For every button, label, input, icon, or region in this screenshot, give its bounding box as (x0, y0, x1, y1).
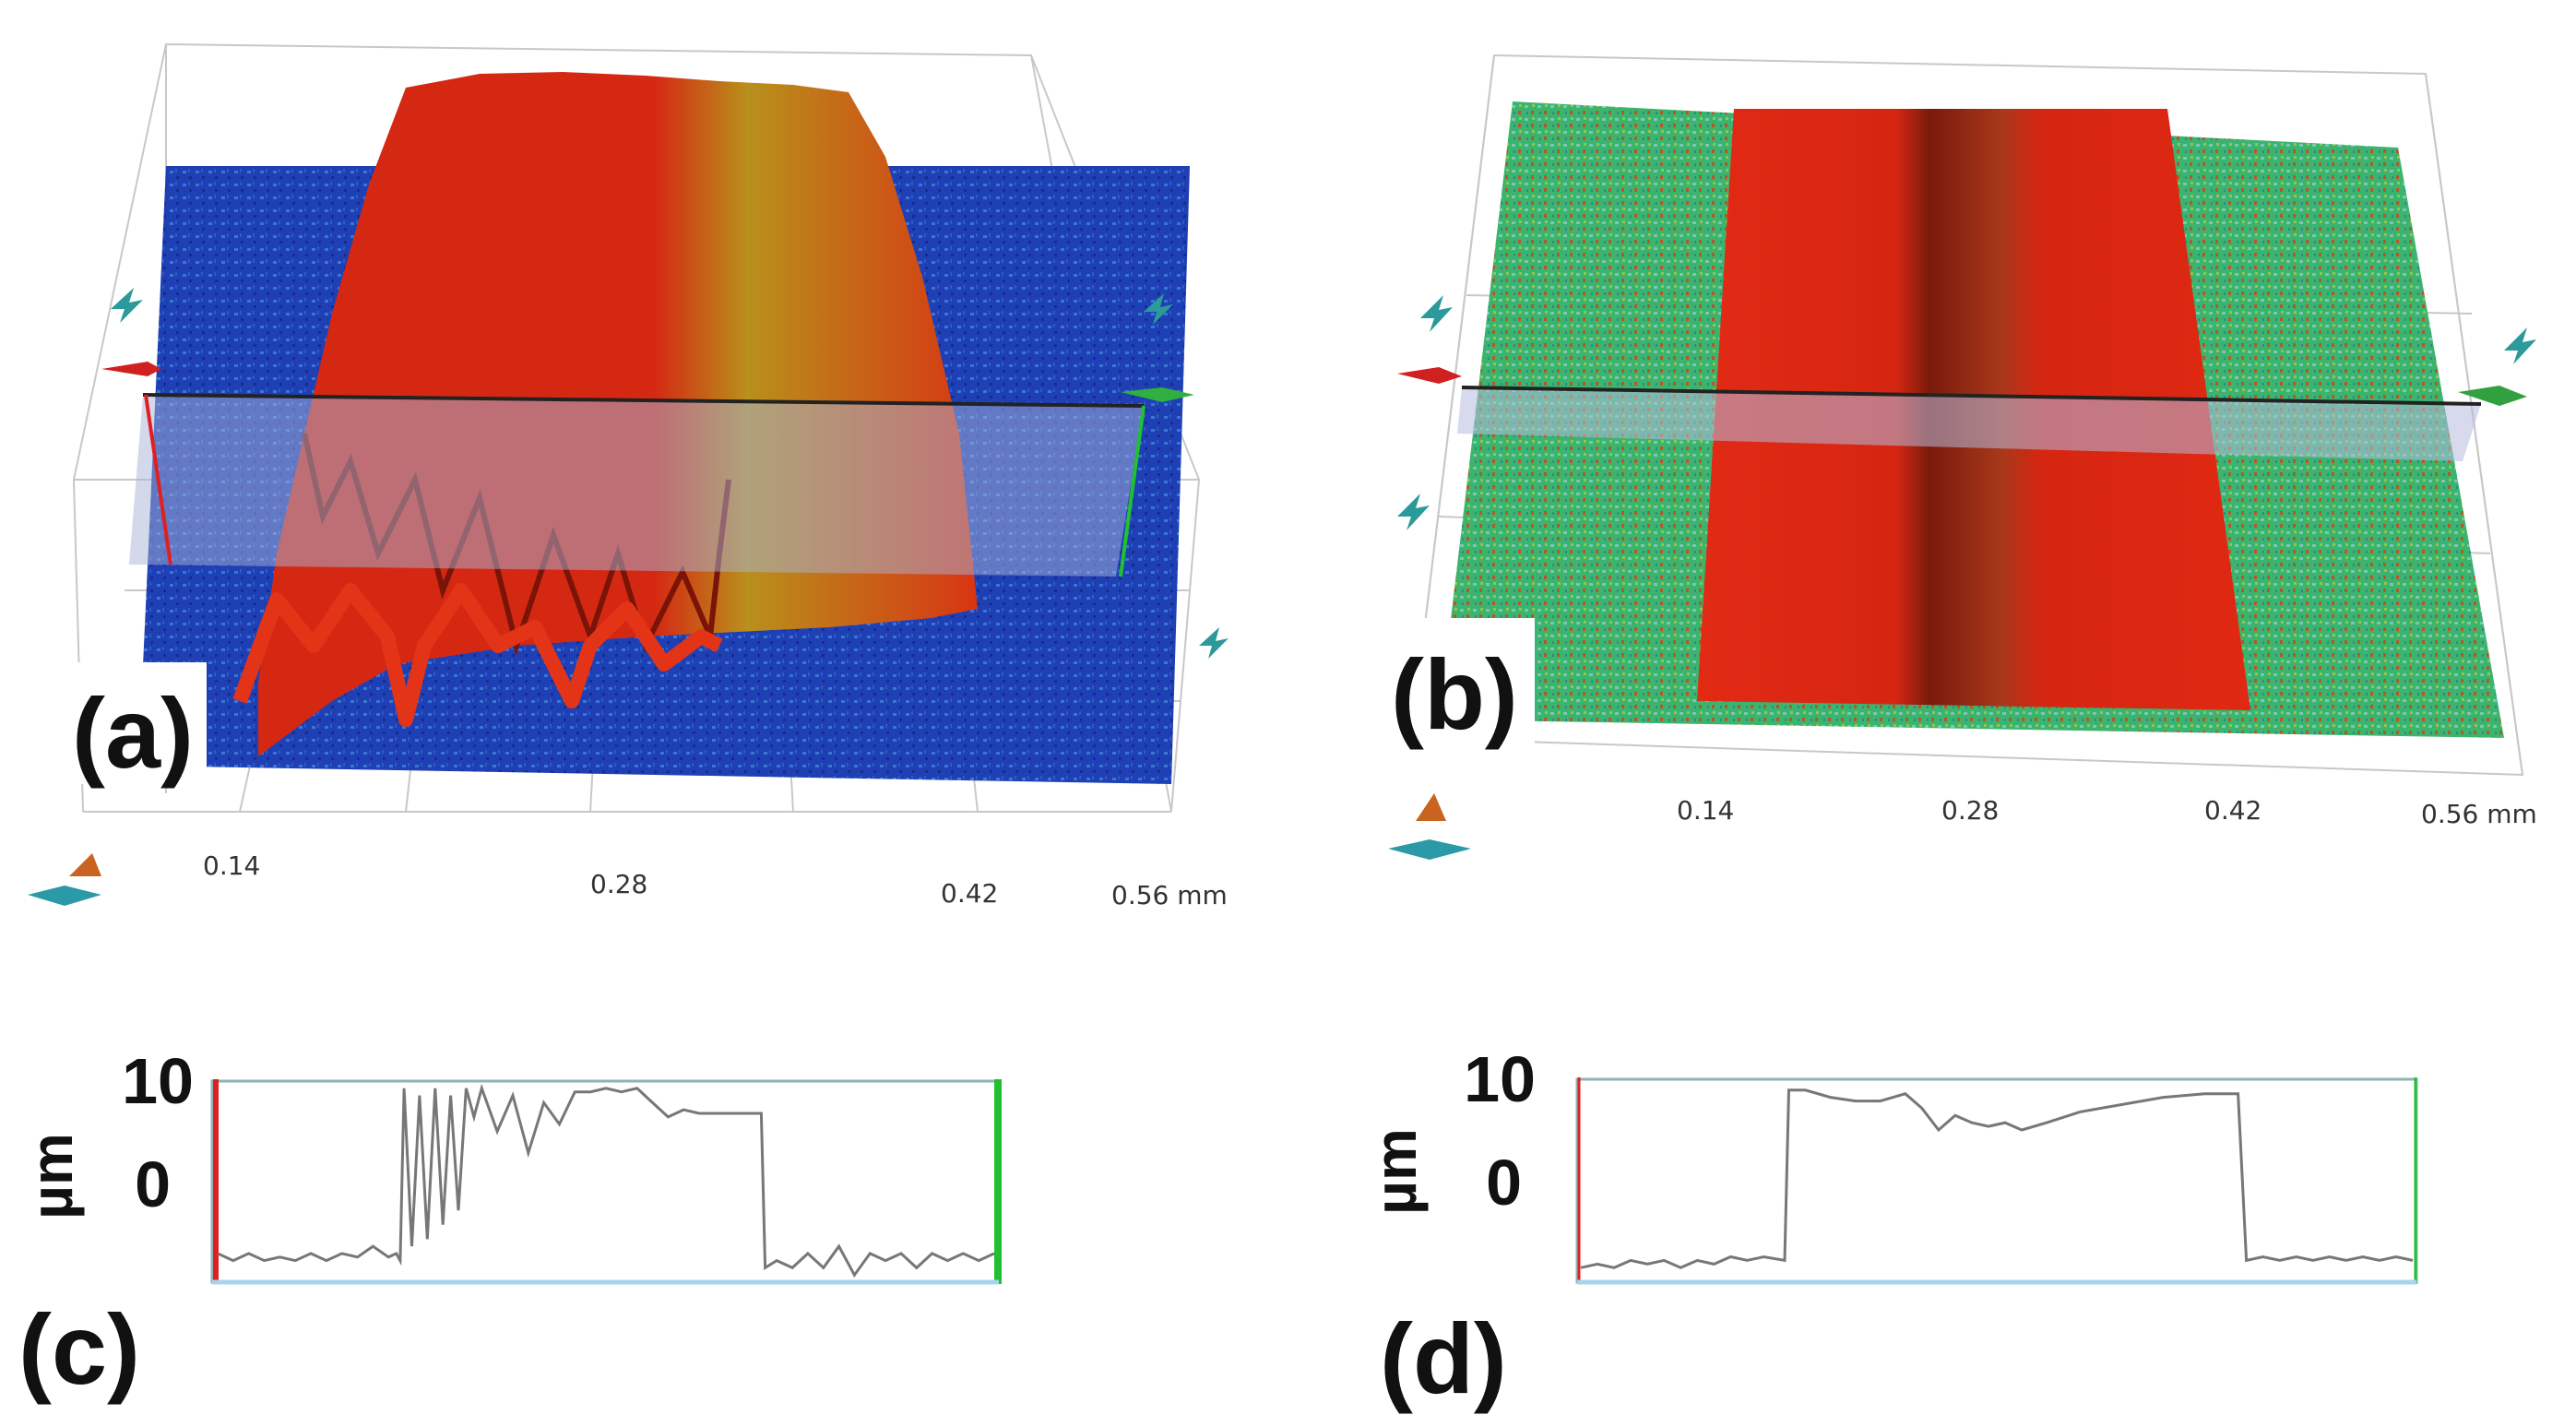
panel-a-label: (a) (72, 677, 194, 789)
panel-a-label-bg (66, 662, 207, 784)
panel-c-frame (210, 1079, 1001, 1284)
panel-b-tick: 0.14 (1677, 795, 1734, 826)
panel-a-tick: 0.56 mm (1111, 880, 1228, 910)
panel-d-frame (1575, 1077, 2418, 1284)
panel-b-red-handle-icon[interactable] (1397, 367, 1462, 384)
panel-b-tick: 0.42 (2204, 795, 2261, 826)
panel-a-right-marker (1119, 405, 1146, 577)
panel-b-section-line (1461, 386, 2482, 406)
panel-d-profile: 10 0 µm (d) (1362, 1043, 2418, 1414)
panel-c-label: (c) (18, 1293, 140, 1405)
panel-a-front-spike (232, 583, 723, 727)
panel-a-surface: (a) 0.14 0.28 0.42 0.56 mm (28, 42, 1229, 910)
panel-c-series-line (217, 1083, 995, 1278)
panel-a-profile-plane (129, 395, 1144, 577)
panel-c-ylabel: µm (18, 1133, 85, 1219)
panel-b-label: (b) (1391, 638, 1518, 750)
panel-a-green-handle-icon[interactable] (1121, 387, 1194, 402)
panel-b-teal-base-icon[interactable] (1388, 839, 1471, 860)
panel-a-red-handle-icon[interactable] (101, 362, 161, 376)
panel-a-left-marker (144, 394, 172, 565)
panel-d-ylabel: µm (1362, 1128, 1429, 1215)
panel-a-teal-handle-icon[interactable] (111, 288, 143, 323)
panel-a-teal-handle-right-icon[interactable] (1144, 293, 1173, 325)
panel-a-tick: 0.42 (941, 878, 998, 909)
panel-b-surface: (b) 0.14 0.28 0.42 0.56 mm (1387, 54, 2537, 860)
panel-b-teal-handle-right-icon[interactable] (2504, 327, 2536, 364)
panel-a-cone-icon[interactable] (69, 853, 101, 876)
panel-b-tick: 0.56 mm (2421, 799, 2537, 829)
panel-c-ytick: 0 (135, 1148, 171, 1220)
panel-c-ytick: 10 (122, 1045, 194, 1117)
panel-b-teal-handle-low-icon[interactable] (1397, 494, 1430, 530)
panel-b-profile-plane (1457, 387, 2481, 461)
panel-c-profile: 10 0 µm (c) (18, 1045, 1002, 1405)
panel-b-label-bg (1387, 618, 1535, 747)
panel-a-tick: 0.28 (590, 869, 647, 899)
panel-d-series-line (1580, 1088, 2414, 1269)
panel-a-section-line (142, 393, 1145, 408)
panel-d-ytick: 10 (1464, 1043, 1536, 1115)
panel-d-ytick: 0 (1486, 1147, 1522, 1219)
panel-d-label: (d) (1380, 1302, 1507, 1414)
panel-b-cone-icon[interactable] (1416, 793, 1446, 821)
panel-b-teal-handle-icon[interactable] (1420, 295, 1453, 332)
panel-a-teal-base-icon[interactable] (28, 886, 101, 906)
panel-a-teal-handle-side-icon[interactable] (1199, 627, 1229, 659)
panel-a-tick: 0.14 (203, 850, 260, 881)
panel-b-tick: 0.28 (1941, 795, 1999, 826)
panel-b-green-handle-icon[interactable] (2458, 386, 2527, 406)
